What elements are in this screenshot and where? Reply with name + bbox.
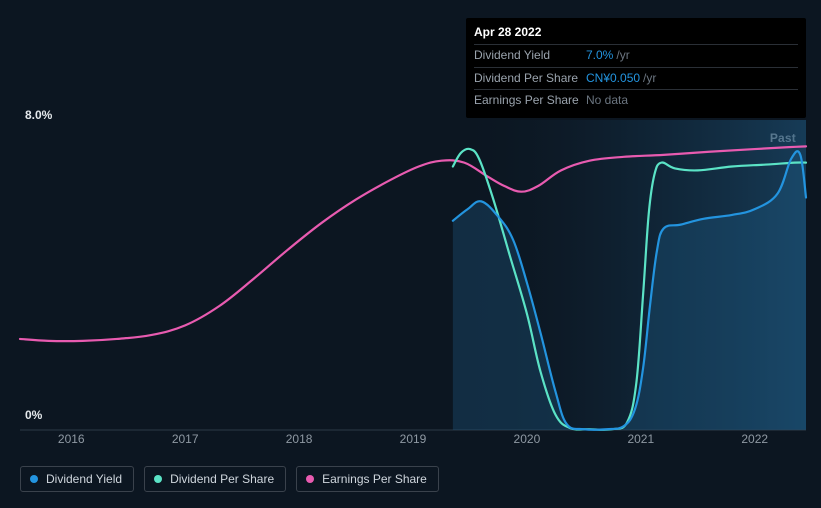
tooltip-date: Apr 28 2022 bbox=[474, 24, 798, 44]
legend-item-dividend-yield[interactable]: Dividend Yield bbox=[20, 466, 134, 492]
legend-label: Dividend Per Share bbox=[170, 472, 274, 486]
tooltip-row: Earnings Per Share No data bbox=[474, 89, 798, 111]
chart-tooltip: Apr 28 2022 Dividend Yield 7.0% /yr Divi… bbox=[466, 18, 806, 118]
x-axis: 2016 2017 2018 2019 2020 2021 2022 bbox=[20, 432, 806, 448]
legend-dot-icon bbox=[154, 475, 162, 483]
x-axis-tick: 2018 bbox=[286, 432, 313, 446]
x-axis-tick: 2020 bbox=[514, 432, 541, 446]
x-axis-tick: 2017 bbox=[172, 432, 199, 446]
tooltip-label: Dividend Yield bbox=[474, 47, 586, 64]
tooltip-row: Dividend Per Share CN¥0.050 /yr bbox=[474, 67, 798, 89]
x-axis-tick: 2016 bbox=[58, 432, 85, 446]
legend-dot-icon bbox=[306, 475, 314, 483]
tooltip-unit: /yr bbox=[616, 47, 629, 64]
tooltip-label: Dividend Per Share bbox=[474, 70, 586, 87]
chart-legend: Dividend Yield Dividend Per Share Earnings… bbox=[20, 466, 439, 492]
tooltip-row: Dividend Yield 7.0% /yr bbox=[474, 44, 798, 66]
tooltip-value: No data bbox=[586, 92, 628, 109]
legend-item-dividend-per-share[interactable]: Dividend Per Share bbox=[144, 466, 286, 492]
tooltip-value: CN¥0.050 bbox=[586, 70, 640, 87]
x-axis-tick: 2022 bbox=[741, 432, 768, 446]
chart-plot-area[interactable] bbox=[20, 120, 806, 430]
legend-label: Earnings Per Share bbox=[322, 472, 427, 486]
tooltip-value: 7.0% bbox=[586, 47, 613, 64]
legend-item-earnings-per-share[interactable]: Earnings Per Share bbox=[296, 466, 439, 492]
x-axis-tick: 2019 bbox=[400, 432, 427, 446]
legend-label: Dividend Yield bbox=[46, 472, 122, 486]
x-axis-tick: 2021 bbox=[627, 432, 654, 446]
dividend-chart: Apr 28 2022 Dividend Yield 7.0% /yr Divi… bbox=[0, 0, 821, 508]
legend-dot-icon bbox=[30, 475, 38, 483]
tooltip-unit: /yr bbox=[643, 70, 656, 87]
tooltip-label: Earnings Per Share bbox=[474, 92, 586, 109]
